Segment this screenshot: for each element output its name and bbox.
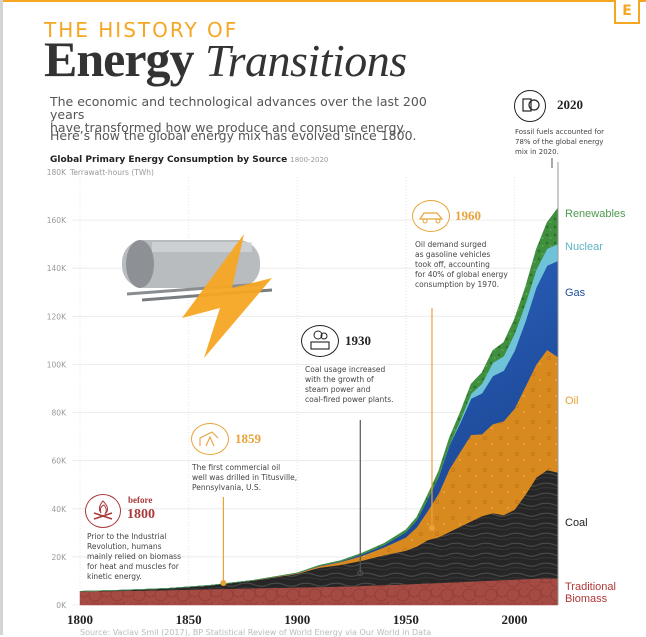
page-title: Energy Transitions [44, 30, 407, 88]
chart-title: Global Primary Energy Consumption by Sou… [50, 155, 328, 165]
annotation-line: Coal usage increased [305, 365, 386, 374]
annotation-text: Coal usage increased with the growth of … [305, 365, 394, 405]
annotation-line: Oil demand surged [415, 240, 487, 249]
chart-subtitle: 1800-2020 [290, 156, 329, 164]
legend-oil: Oil [565, 395, 579, 407]
y-tick-label: 160K [47, 216, 67, 225]
annotation-text: Oil demand surged as gasoline vehicles t… [415, 240, 508, 290]
source-note: Source: Vaclav Smil (2017), BP Statistic… [80, 628, 432, 637]
intro-line-3: Here’s how the global energy mix has evo… [50, 128, 417, 143]
legend-coal: Coal [565, 517, 588, 529]
annotation-line: mainly relied on biomass [87, 552, 181, 561]
y-tick-label: 140K [47, 264, 67, 273]
legend-nuclear: Nuclear [565, 241, 603, 253]
campfire-icon [85, 494, 121, 528]
y-tick-label: 80K [52, 409, 68, 418]
brand-logo[interactable]: E [614, 0, 640, 24]
annotation-line: steam power and [305, 385, 371, 394]
annotation-year: 2020 [557, 97, 583, 112]
y-tick-label: 60K [52, 457, 68, 466]
annotation-year: 1930 [345, 333, 371, 348]
oil-derrick-icon [191, 423, 229, 455]
annotation-year: 1859 [235, 431, 261, 446]
annotation-line: with the growth of [305, 375, 374, 384]
intro-line-1: The economic and technological advances … [50, 94, 427, 122]
annotation-line: as gasoline vehicles [415, 250, 491, 259]
annotation-line: took off, accounting [415, 260, 490, 269]
legend-renewables: Renewables [565, 208, 626, 220]
annotation-line: Pennsylvania, U.S. [192, 483, 262, 492]
annotation-line: 78% of the global energy [515, 138, 604, 146]
intro-paragraph: The economic and technological advances … [50, 95, 430, 134]
annotation-marker [357, 570, 364, 576]
annotation-text: Fossil fuels accounted for 78% of the gl… [515, 127, 604, 157]
car-icon [412, 200, 450, 232]
oil-barrel-globe-icon [514, 90, 546, 122]
y-tick-label: 180K [47, 168, 67, 177]
annotation-text: Prior to the Industrial Revolution, huma… [87, 532, 181, 582]
y-tick-label: 40K [52, 505, 68, 514]
y-axis-label: Terrawatt-hours (TWh) [69, 168, 154, 177]
left-border [0, 0, 3, 635]
legend-traditional-biomass: Traditional Biomass [565, 581, 616, 605]
annotation-line: for heat and muscles for [87, 562, 179, 571]
annotation-line: Prior to the Industrial [87, 532, 167, 541]
header-kicker: THE HISTORY OF [44, 18, 239, 42]
oil-tank-illustration [122, 234, 273, 358]
annotation-line: consumption by 1970. [415, 280, 499, 289]
annotation-line: well was drilled in Titusville, [192, 473, 298, 482]
intro-line-2: have transformed how we produce and cons… [50, 120, 406, 135]
lightning-bolt-icon [182, 234, 272, 358]
title-bold: Energy [44, 31, 195, 87]
y-tick-label: 20K [52, 553, 68, 562]
x-tick-label: 2000 [502, 612, 528, 627]
annotation-line: Fossil fuels accounted for [515, 128, 604, 136]
annotation-year: 1800 [127, 507, 155, 522]
annotation-prefix: before [128, 495, 153, 505]
y-tick-label: 100K [47, 360, 67, 369]
x-tick-label: 1950 [393, 612, 419, 627]
annotation-text: The first commercial oil well was drille… [192, 463, 297, 493]
annotation-marker [428, 525, 435, 531]
title-italic: Transitions [205, 35, 407, 86]
factory-icon [301, 325, 339, 357]
chart-title-text: Global Primary Energy Consumption by Sou… [50, 155, 288, 165]
annotation-line: coal-fired power plants. [305, 395, 394, 404]
annotation-line: The first commercial oil [192, 463, 281, 472]
x-tick-label: 1850 [176, 612, 202, 627]
y-tick-label: 120K [47, 312, 67, 321]
annotation-line: mix in 2020. [515, 148, 559, 156]
x-tick-label: 1900 [284, 612, 310, 627]
annotation-year: 1960 [455, 208, 481, 223]
top-border [0, 0, 646, 2]
legend-gas: Gas [565, 287, 586, 299]
annotation-line: Revolution, humans [87, 542, 162, 551]
x-tick-label: 1800 [67, 612, 93, 627]
y-tick-label: 0K [56, 601, 67, 610]
annotation-line: for 40% of global energy [415, 270, 508, 279]
annotation-marker [220, 580, 227, 586]
annotation-line: kinetic energy. [87, 572, 142, 581]
